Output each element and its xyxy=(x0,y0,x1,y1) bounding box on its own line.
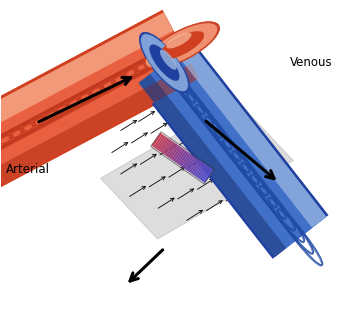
Polygon shape xyxy=(199,166,210,180)
Polygon shape xyxy=(201,168,212,182)
Polygon shape xyxy=(136,41,329,259)
Ellipse shape xyxy=(139,32,189,93)
Polygon shape xyxy=(182,154,192,168)
Polygon shape xyxy=(178,152,189,166)
Polygon shape xyxy=(139,74,286,257)
Polygon shape xyxy=(180,153,190,167)
Polygon shape xyxy=(139,42,326,257)
Polygon shape xyxy=(155,135,166,149)
Polygon shape xyxy=(157,136,168,151)
Polygon shape xyxy=(0,10,200,190)
Polygon shape xyxy=(183,155,194,169)
Polygon shape xyxy=(171,146,182,160)
Ellipse shape xyxy=(150,45,179,81)
Polygon shape xyxy=(192,161,203,176)
Polygon shape xyxy=(0,64,199,187)
Ellipse shape xyxy=(159,31,204,59)
Polygon shape xyxy=(101,100,293,239)
Polygon shape xyxy=(198,165,208,179)
Polygon shape xyxy=(185,156,196,170)
Polygon shape xyxy=(169,145,180,159)
Polygon shape xyxy=(153,134,164,148)
Ellipse shape xyxy=(143,22,219,69)
Polygon shape xyxy=(160,139,171,153)
Polygon shape xyxy=(189,159,199,173)
Polygon shape xyxy=(176,150,187,164)
Polygon shape xyxy=(0,13,174,139)
Polygon shape xyxy=(203,169,214,183)
Polygon shape xyxy=(164,142,175,155)
Polygon shape xyxy=(176,42,326,228)
Polygon shape xyxy=(166,143,176,157)
Polygon shape xyxy=(190,160,201,174)
Polygon shape xyxy=(159,138,169,152)
Ellipse shape xyxy=(145,23,218,68)
Polygon shape xyxy=(196,164,207,178)
Polygon shape xyxy=(173,148,184,162)
Text: Arterial: Arterial xyxy=(6,163,50,176)
Polygon shape xyxy=(151,133,162,147)
Text: Venous: Venous xyxy=(290,56,332,69)
Ellipse shape xyxy=(160,49,176,70)
Polygon shape xyxy=(194,163,205,177)
Polygon shape xyxy=(162,140,173,154)
Ellipse shape xyxy=(141,34,188,91)
Polygon shape xyxy=(174,149,185,163)
Ellipse shape xyxy=(166,32,192,48)
Polygon shape xyxy=(168,144,178,158)
Polygon shape xyxy=(0,13,199,187)
Polygon shape xyxy=(187,158,198,172)
